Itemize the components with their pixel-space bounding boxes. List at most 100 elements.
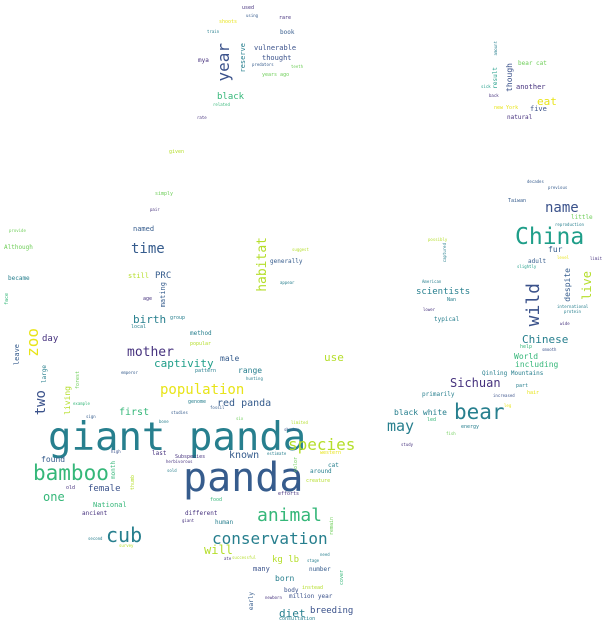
word-subspecies: Subspecies xyxy=(175,454,206,460)
word-face: face xyxy=(4,293,10,306)
word-bear-cat: bear cat xyxy=(518,60,547,67)
word-national: National xyxy=(93,501,127,509)
word-many: many xyxy=(253,565,270,573)
word-panda: panda xyxy=(183,455,304,501)
word-appear: appear xyxy=(280,280,295,285)
word-lower: lower xyxy=(423,307,436,312)
word-world: World xyxy=(514,352,539,361)
word-high: high xyxy=(111,449,121,454)
word-born: born xyxy=(275,574,295,583)
word-genome: genome xyxy=(188,399,207,405)
word-habitat: habitat xyxy=(255,237,270,292)
word-little: little xyxy=(571,214,593,221)
word-nan: Nan xyxy=(447,297,457,303)
word-year: year xyxy=(214,43,233,82)
word-sick: sick xyxy=(481,84,491,89)
word-teeth: teeth xyxy=(291,64,304,69)
word-use: use xyxy=(324,351,344,364)
word-used: used xyxy=(242,5,255,11)
word-thumb: thumb xyxy=(130,475,136,491)
word-captivity: captivity xyxy=(154,357,214,370)
word-consultation: consultation xyxy=(279,616,316,622)
word-adult: adult xyxy=(528,258,547,265)
word-remain: remain xyxy=(329,517,335,536)
word-sichuan: Sichuan xyxy=(450,376,501,390)
word-red-panda: red panda xyxy=(217,398,272,409)
word-animal: animal xyxy=(257,505,323,526)
word-million-year: million year xyxy=(289,593,333,600)
word-estimate: estimate xyxy=(267,451,287,456)
word-cat: cat xyxy=(328,462,339,469)
word-still: still xyxy=(128,272,150,280)
word-led: led xyxy=(427,417,437,423)
word-cub: cub xyxy=(106,523,143,547)
word-around: around xyxy=(310,468,332,475)
word-bone: bone xyxy=(159,419,169,424)
word-newborn: newborn xyxy=(265,595,282,600)
word-wide: wide xyxy=(560,321,570,326)
word-name: name xyxy=(545,200,579,216)
word-rate: rate xyxy=(197,115,207,120)
word-hunting: hunting xyxy=(246,376,263,381)
word-reproduction: reproduction xyxy=(555,222,584,227)
word-ate: ate xyxy=(224,556,232,561)
word-shoots: shoots xyxy=(219,19,238,25)
word-female: female xyxy=(88,484,121,494)
word-living: living xyxy=(63,386,72,415)
word-popular: popular xyxy=(190,341,212,347)
word-birth: birth xyxy=(133,313,167,326)
word-natural: natural xyxy=(507,114,533,121)
word-method: method xyxy=(190,330,212,337)
word-time: time xyxy=(131,241,165,257)
word-previous: previous xyxy=(548,185,568,190)
word-hair: hair xyxy=(527,390,540,396)
word-sold: sold xyxy=(167,468,177,473)
word-fur: fur xyxy=(548,245,563,254)
word-will: will xyxy=(204,543,233,557)
word-train: train xyxy=(207,29,220,34)
word-early: early xyxy=(248,592,255,611)
word-part: part xyxy=(516,383,529,389)
word-shadow: shadow xyxy=(284,427,299,432)
word-back: back xyxy=(489,93,499,98)
word-day: day xyxy=(42,334,59,344)
word-related: related xyxy=(213,102,230,107)
word-though: though xyxy=(505,63,514,92)
word-fish: fish xyxy=(446,431,456,436)
word-chinese: Chinese xyxy=(522,333,569,346)
word-limited: limited xyxy=(291,420,308,425)
word-reserve: reserve xyxy=(239,43,247,73)
word-diet: diet xyxy=(279,607,306,620)
word-protein: protein xyxy=(564,309,581,314)
word-including: including xyxy=(515,360,559,369)
word-number: number xyxy=(309,566,331,573)
word-local: local xyxy=(131,324,147,330)
word-zoo: zoo xyxy=(23,328,42,357)
word-book: book xyxy=(280,29,295,36)
word-need: need xyxy=(320,552,330,557)
word-mya: mya xyxy=(198,57,209,64)
word-scientists: scientists xyxy=(416,287,471,297)
word-example: example xyxy=(73,401,90,406)
word-taiwan: Taiwan xyxy=(508,198,527,204)
word-stage: stage xyxy=(307,558,320,563)
word-american: American xyxy=(422,279,442,284)
word-decades: decades xyxy=(527,179,544,184)
word-food: food xyxy=(210,497,223,503)
word-another: another xyxy=(516,83,546,91)
word-study: study xyxy=(401,442,414,447)
word-population: population xyxy=(160,382,245,398)
word-herbivorous: herbivorous xyxy=(166,459,193,464)
word-possibly: possibly xyxy=(428,237,448,242)
word-body: body xyxy=(284,587,299,594)
word-second: second xyxy=(88,536,103,541)
word-smooth: smooth xyxy=(542,347,557,352)
word-pair: pair xyxy=(150,207,160,212)
word-last: last xyxy=(152,450,167,457)
word-kg-lb: kg lb xyxy=(272,555,300,565)
word-range: range xyxy=(238,366,263,375)
word-month: month xyxy=(110,461,117,480)
word-old: old xyxy=(66,485,76,491)
word-eat: eat xyxy=(537,95,557,108)
